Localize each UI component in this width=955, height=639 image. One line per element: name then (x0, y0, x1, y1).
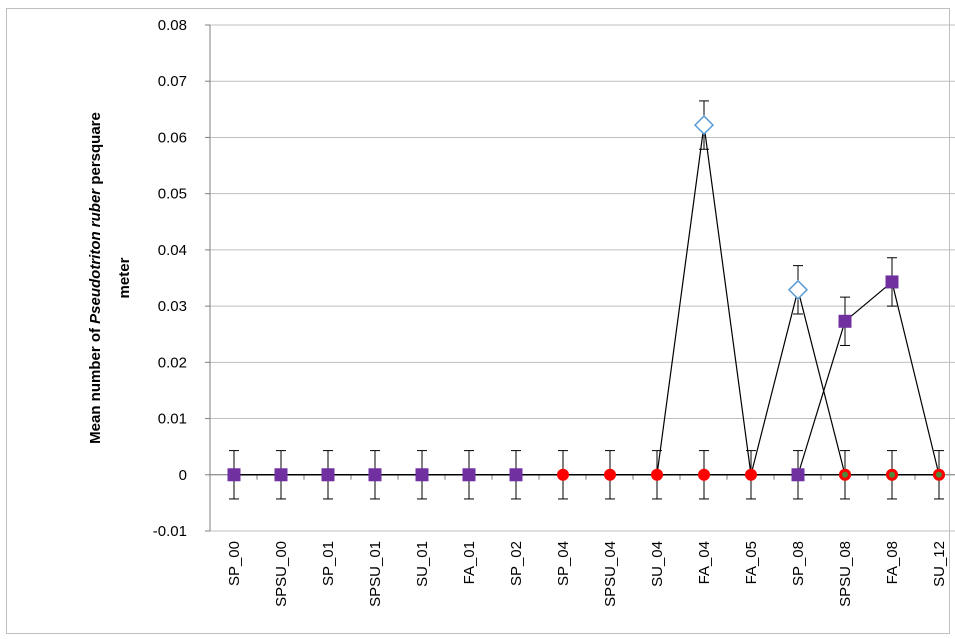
x-tick-label: SPSU_08 (837, 541, 854, 607)
y-axis-label-text: Mean number of (87, 324, 104, 444)
y-tick-label: 0.02 (158, 354, 187, 371)
series-lines (234, 124, 940, 476)
y-tick-label: 0 (179, 467, 187, 484)
x-tick-label: SPSU_00 (273, 541, 290, 607)
y-tick-label: 0.05 (158, 186, 187, 203)
data-point (745, 468, 757, 481)
data-point (509, 468, 523, 482)
x-tick-label: SPSU_04 (602, 541, 619, 607)
y-tick-label: 0.03 (158, 298, 187, 315)
x-tick-label: SU_12 (931, 541, 948, 587)
data-point (462, 468, 476, 482)
square-marker (838, 314, 852, 328)
error-bars (229, 100, 944, 500)
gridlines (210, 24, 955, 532)
data-point (698, 468, 710, 481)
series-line (234, 280, 940, 476)
y-tick-label: -0.01 (153, 523, 187, 540)
circle-marker (604, 468, 616, 481)
data-point (604, 468, 616, 481)
y-tick-label: 0.07 (158, 73, 187, 90)
square-marker (462, 468, 476, 482)
square-marker (509, 468, 523, 482)
x-axis-tick-labels: SP_00 SPSU_00 SP_01 SPSU_01 SU_01 FA_01 SP_02 S… (226, 541, 948, 607)
diamond-marker (693, 115, 715, 136)
y-axis-label-text: persquare (87, 112, 104, 189)
x-tick-label: SP_00 (226, 541, 243, 586)
x-tick-label: FA_05 (743, 541, 760, 584)
circle-marker (889, 471, 895, 478)
diamond-marker (787, 279, 809, 300)
circle-marker (557, 468, 569, 481)
circle-marker (698, 468, 710, 481)
y-axis-label-line1: Mean number of Pseudotriton ruber persqu… (87, 112, 104, 444)
x-tick-label: SU_01 (414, 541, 431, 587)
x-tick-label: SP_08 (790, 541, 807, 586)
y-tick-label: 0.08 (158, 17, 187, 34)
circle-marker (842, 471, 848, 478)
data-point (838, 314, 852, 328)
x-tick-label: SP_01 (320, 541, 337, 586)
y-tick-label: 0.06 (158, 129, 187, 146)
series-markers (227, 115, 945, 482)
square-marker (227, 468, 241, 482)
x-tick-label: SP_04 (555, 541, 572, 586)
data-point (321, 468, 335, 482)
square-marker (885, 275, 899, 289)
x-tick-label: FA_08 (884, 541, 901, 584)
x-tick-label: FA_01 (461, 541, 478, 584)
chart-frame (6, 8, 950, 634)
x-tick-label: SPSU_01 (367, 541, 384, 607)
y-tick-label: 0.04 (158, 242, 187, 259)
data-point (557, 468, 569, 481)
data-point (791, 468, 805, 482)
data-point (368, 468, 382, 482)
y-tick-label: 0.01 (158, 411, 187, 428)
species-name: Pseudotriton ruber (87, 188, 104, 324)
y-axis-label: Mean number of Pseudotriton ruber persqu… (87, 112, 133, 444)
data-point (274, 468, 288, 482)
square-marker (791, 468, 805, 482)
x-tick-label: FA_04 (696, 541, 713, 584)
data-point (693, 115, 715, 136)
square-marker (415, 468, 429, 482)
circle-marker (745, 468, 757, 481)
data-point (227, 468, 241, 482)
square-marker (274, 468, 288, 482)
axes (205, 24, 955, 532)
circle-marker (936, 471, 942, 478)
data-point (787, 279, 809, 300)
square-marker (321, 468, 335, 482)
x-tick-label: SP_02 (508, 541, 525, 586)
y-axis-label-line2: meter (116, 257, 133, 298)
circle-marker (651, 468, 663, 481)
x-tick-label: SU_04 (649, 541, 666, 587)
square-marker (368, 468, 382, 482)
data-point (415, 468, 429, 482)
data-point (885, 275, 899, 289)
y-axis-tick-labels: 0.08 0.07 0.06 0.05 0.04 0.03 0.02 0.01 0 -0.01 (153, 17, 187, 540)
data-point (651, 468, 663, 481)
series-line (234, 124, 939, 476)
